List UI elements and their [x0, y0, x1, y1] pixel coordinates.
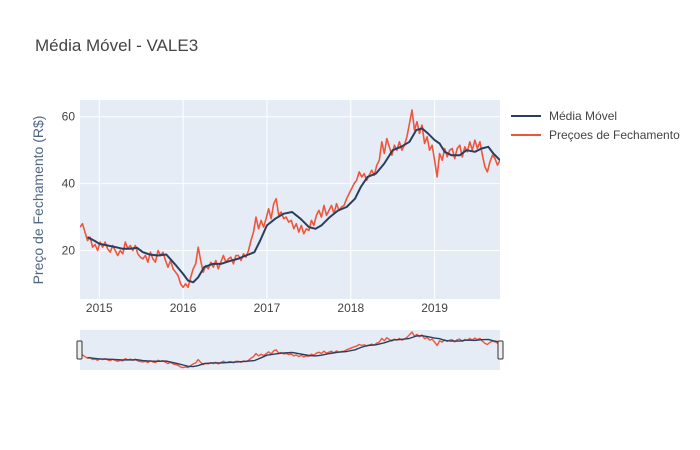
range-slider-right-handle[interactable] [497, 340, 504, 360]
legend-item[interactable]: Média Móvel [511, 109, 617, 123]
x-tick-label: 2019 [421, 301, 448, 315]
y-tick-label: 40 [62, 177, 76, 191]
x-tick-label: 2018 [337, 301, 364, 315]
legend-label: Média Móvel [549, 109, 617, 123]
main-plot[interactable] [80, 100, 500, 299]
y-axis-title: Preço de Fechamento (R$) [30, 116, 46, 285]
range-slider-left-handle[interactable] [76, 340, 83, 360]
x-tick-label: 2017 [254, 301, 281, 315]
main-series-layer [80, 109, 501, 289]
series-line-media-movel[interactable] [87, 127, 501, 284]
plot-background [80, 100, 500, 299]
legend-label: Preçoes de Fechamento [549, 128, 680, 142]
x-tick-label: 2015 [86, 301, 113, 315]
range-slider-background [80, 330, 500, 370]
range-slider-series [80, 331, 500, 369]
y-axis-ticks: 20 40 60 [62, 110, 76, 258]
grid-lines [80, 100, 500, 299]
slider-line-media-movel [87, 335, 500, 368]
y-tick-label: 20 [62, 244, 76, 258]
chart-title: Média Móvel - VALE3 [35, 36, 198, 55]
range-slider[interactable] [76, 330, 504, 370]
y-tick-label: 60 [62, 110, 76, 124]
legend-item[interactable]: Preçoes de Fechamento [511, 128, 680, 142]
x-tick-label: 2016 [170, 301, 197, 315]
legend[interactable]: Média Móvel Preçoes de Fechamento [511, 109, 680, 142]
x-axis-ticks: 2015 2016 2017 2018 2019 [86, 301, 448, 315]
